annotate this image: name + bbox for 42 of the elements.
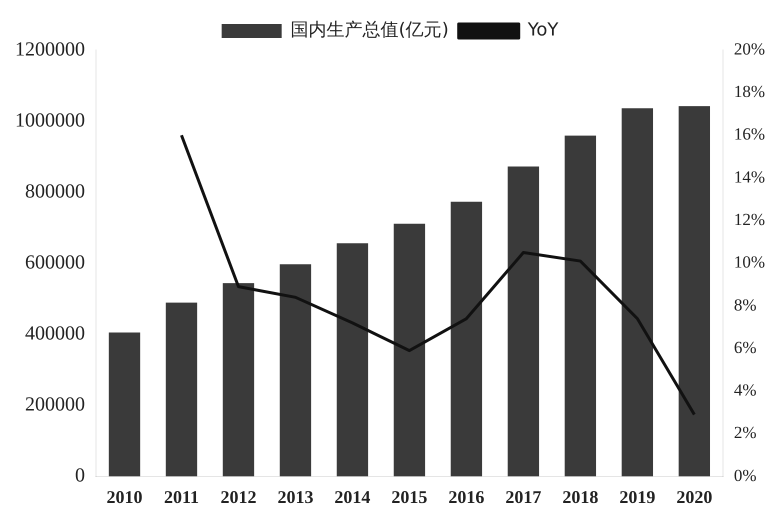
x-tick-label: 2013 (277, 486, 314, 507)
bar (222, 283, 254, 476)
bar (166, 302, 198, 476)
y2-tick-label: 14% (734, 167, 766, 186)
bar (336, 243, 368, 476)
bar (394, 224, 426, 476)
legend-label: YoY (526, 20, 560, 41)
bar (450, 202, 482, 476)
x-tick-label: 2015 (391, 486, 428, 507)
y-tick-label: 1200000 (15, 38, 85, 60)
bar (280, 264, 312, 476)
y-tick-label: 1000000 (15, 109, 85, 132)
y-tick-label: 600000 (25, 251, 85, 274)
bar (564, 136, 596, 476)
y2-tick-label: 18% (734, 82, 766, 102)
legend-label: 国内生产总值(亿元) (290, 20, 449, 41)
x-tick-label: 2020 (676, 486, 712, 507)
y-tick-label: 0 (75, 464, 85, 487)
x-tick-label: 2016 (448, 486, 484, 507)
x-tick-label: 2010 (106, 486, 142, 507)
bar (678, 106, 710, 476)
x-tick-label: 2018 (562, 486, 598, 507)
y2-tick-label: 2% (734, 423, 757, 442)
y2-tick-label: 12% (734, 210, 766, 230)
x-tick-label: 2017 (505, 486, 542, 507)
bar (622, 108, 654, 476)
y2-tick-label: 4% (734, 380, 757, 400)
y2-tick-label: 0% (734, 466, 757, 485)
y2-tick-label: 20% (734, 39, 766, 58)
bar (508, 166, 540, 476)
y2-tick-label: 10% (734, 252, 766, 272)
y2-tick-label: 8% (734, 295, 757, 314)
y2-tick-label: 16% (734, 124, 766, 144)
bar (108, 332, 140, 476)
y2-tick-label: 6% (734, 338, 757, 357)
y-tick-label: 400000 (25, 322, 85, 345)
x-tick-label: 2014 (334, 486, 370, 507)
y-tick-label: 200000 (25, 394, 85, 416)
x-tick-label: 2012 (220, 486, 256, 507)
x-tick-label: 2011 (164, 486, 199, 507)
y-tick-label: 800000 (25, 180, 85, 202)
x-tick-label: 2019 (619, 486, 656, 507)
